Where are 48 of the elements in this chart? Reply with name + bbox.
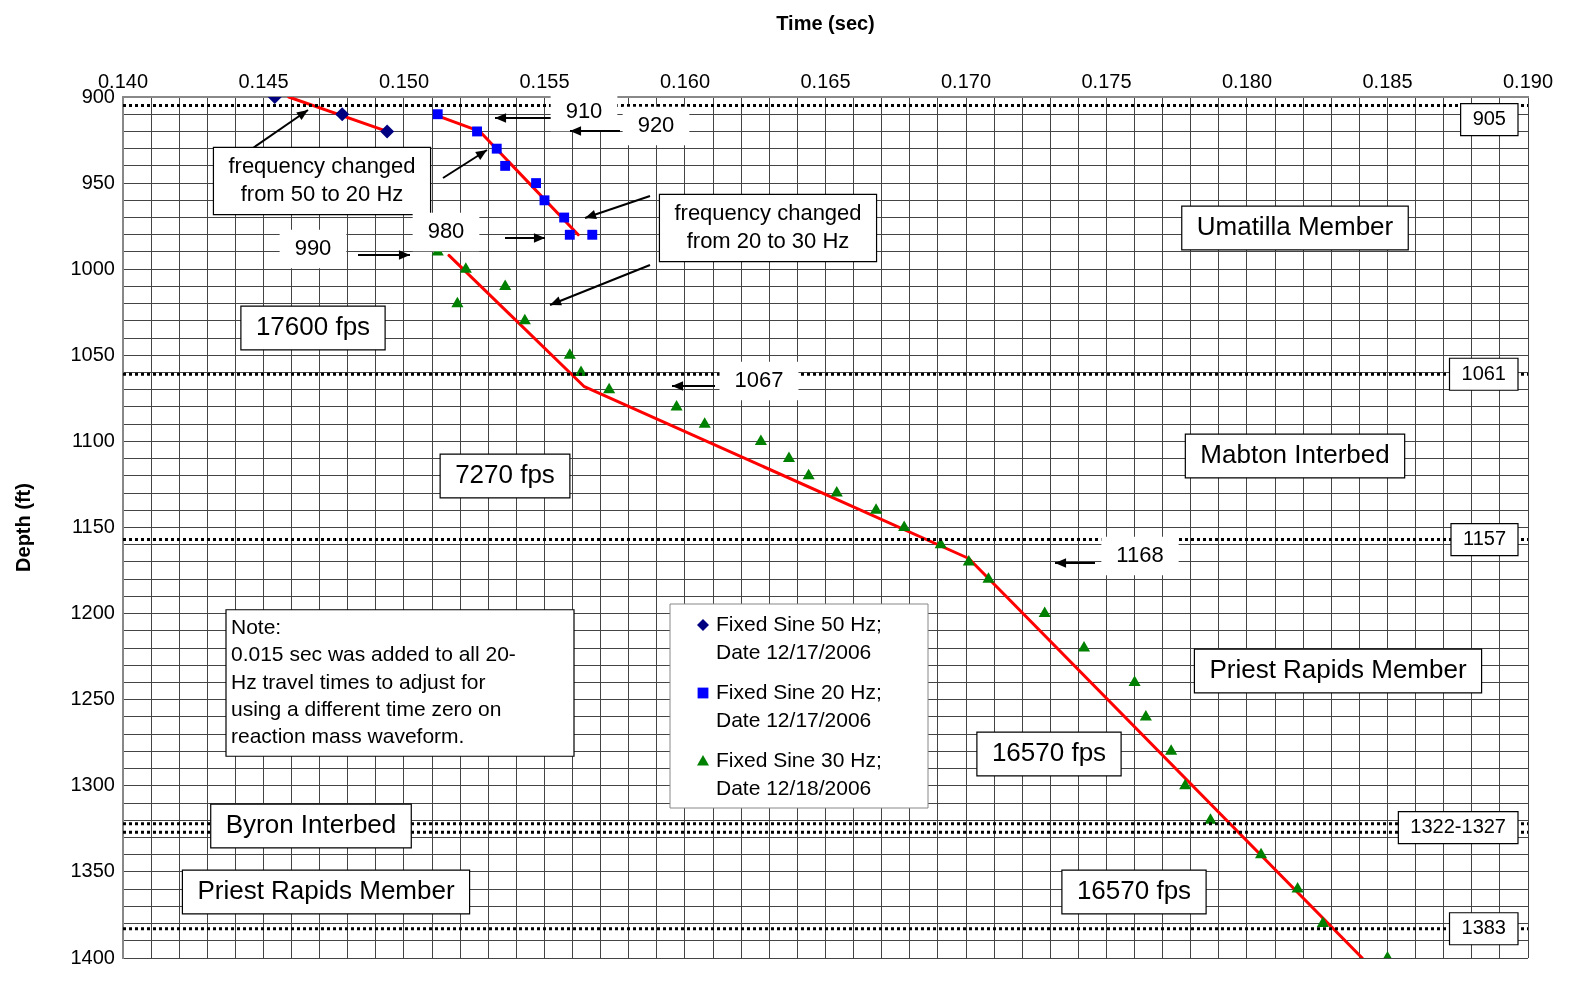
annotation: Umatilla Member bbox=[1196, 211, 1394, 242]
annotation: 1067 bbox=[734, 367, 784, 393]
y-tick-label: 1000 bbox=[70, 256, 115, 279]
y-tick-label: 1400 bbox=[70, 945, 115, 968]
y-tick-label: 1300 bbox=[70, 773, 115, 796]
annotation: Note: 0.015 sec was added to all 20- Hz travel times to adjust for using a different time zero on reaction mass waveform. bbox=[231, 615, 516, 748]
x-tick-label: 0.185 bbox=[1362, 69, 1413, 92]
x-tick-label: 0.190 bbox=[1502, 69, 1554, 92]
x-tick-label: 0.165 bbox=[800, 69, 851, 92]
y-tick-label: 1200 bbox=[70, 601, 115, 624]
annotation: Priest Rapids Member bbox=[1209, 654, 1467, 685]
y-tick-label: 1100 bbox=[71, 428, 115, 451]
annotation: 1168 bbox=[1116, 542, 1164, 568]
y-axis-title: Depth (ft) bbox=[11, 483, 34, 572]
ref-line-label: 905 bbox=[1472, 107, 1506, 130]
legend-label: Fixed Sine 50 Hz; Date 12/17/2006 bbox=[716, 611, 882, 663]
x-tick-label: 0.170 bbox=[940, 69, 992, 92]
y-tick-label: 950 bbox=[81, 170, 115, 193]
annotation: 16570 fps bbox=[1076, 875, 1192, 906]
ref-line-label: 1383 bbox=[1461, 916, 1506, 939]
ref-line-label: 1157 bbox=[1462, 527, 1506, 550]
annotation: 7270 fps bbox=[455, 459, 555, 490]
annotation: Mabton Interbed bbox=[1200, 439, 1390, 470]
annotation: Priest Rapids Member bbox=[197, 875, 455, 906]
y-tick-label: 1050 bbox=[70, 342, 115, 365]
x-axis-title: Time (sec) bbox=[776, 11, 875, 34]
annotation: frequency changed from 50 to 20 Hz bbox=[228, 152, 416, 207]
legend-label: Fixed Sine 20 Hz; Date 12/17/2006 bbox=[716, 679, 882, 731]
x-tick-label: 0.145 bbox=[238, 69, 289, 92]
annotation: 980 bbox=[427, 218, 465, 244]
annotation: Byron Interbed bbox=[225, 809, 397, 840]
ref-line-label: 1061 bbox=[1461, 361, 1506, 384]
x-tick-label: 0.160 bbox=[659, 69, 711, 92]
annotation: 910 bbox=[565, 98, 603, 124]
x-tick-label: 0.150 bbox=[378, 69, 430, 92]
annotation: 16570 fps bbox=[991, 737, 1107, 768]
annotation: 990 bbox=[294, 235, 332, 261]
x-tick-label: 0.175 bbox=[1081, 69, 1132, 92]
x-tick-label: 0.180 bbox=[1221, 69, 1273, 92]
annotation: 920 bbox=[637, 112, 675, 138]
ref-line-label: 1322-1327 bbox=[1410, 815, 1507, 838]
y-tick-label: 1250 bbox=[70, 687, 115, 710]
annotation: frequency changed from 20 to 30 Hz bbox=[674, 199, 862, 254]
legend-label: Fixed Sine 30 Hz; Date 12/18/2006 bbox=[716, 747, 882, 799]
annotation: 17600 fps bbox=[255, 311, 371, 342]
y-tick-label: 1350 bbox=[70, 859, 115, 882]
x-tick-label: 0.155 bbox=[519, 69, 570, 92]
y-tick-label: 1150 bbox=[71, 515, 115, 538]
